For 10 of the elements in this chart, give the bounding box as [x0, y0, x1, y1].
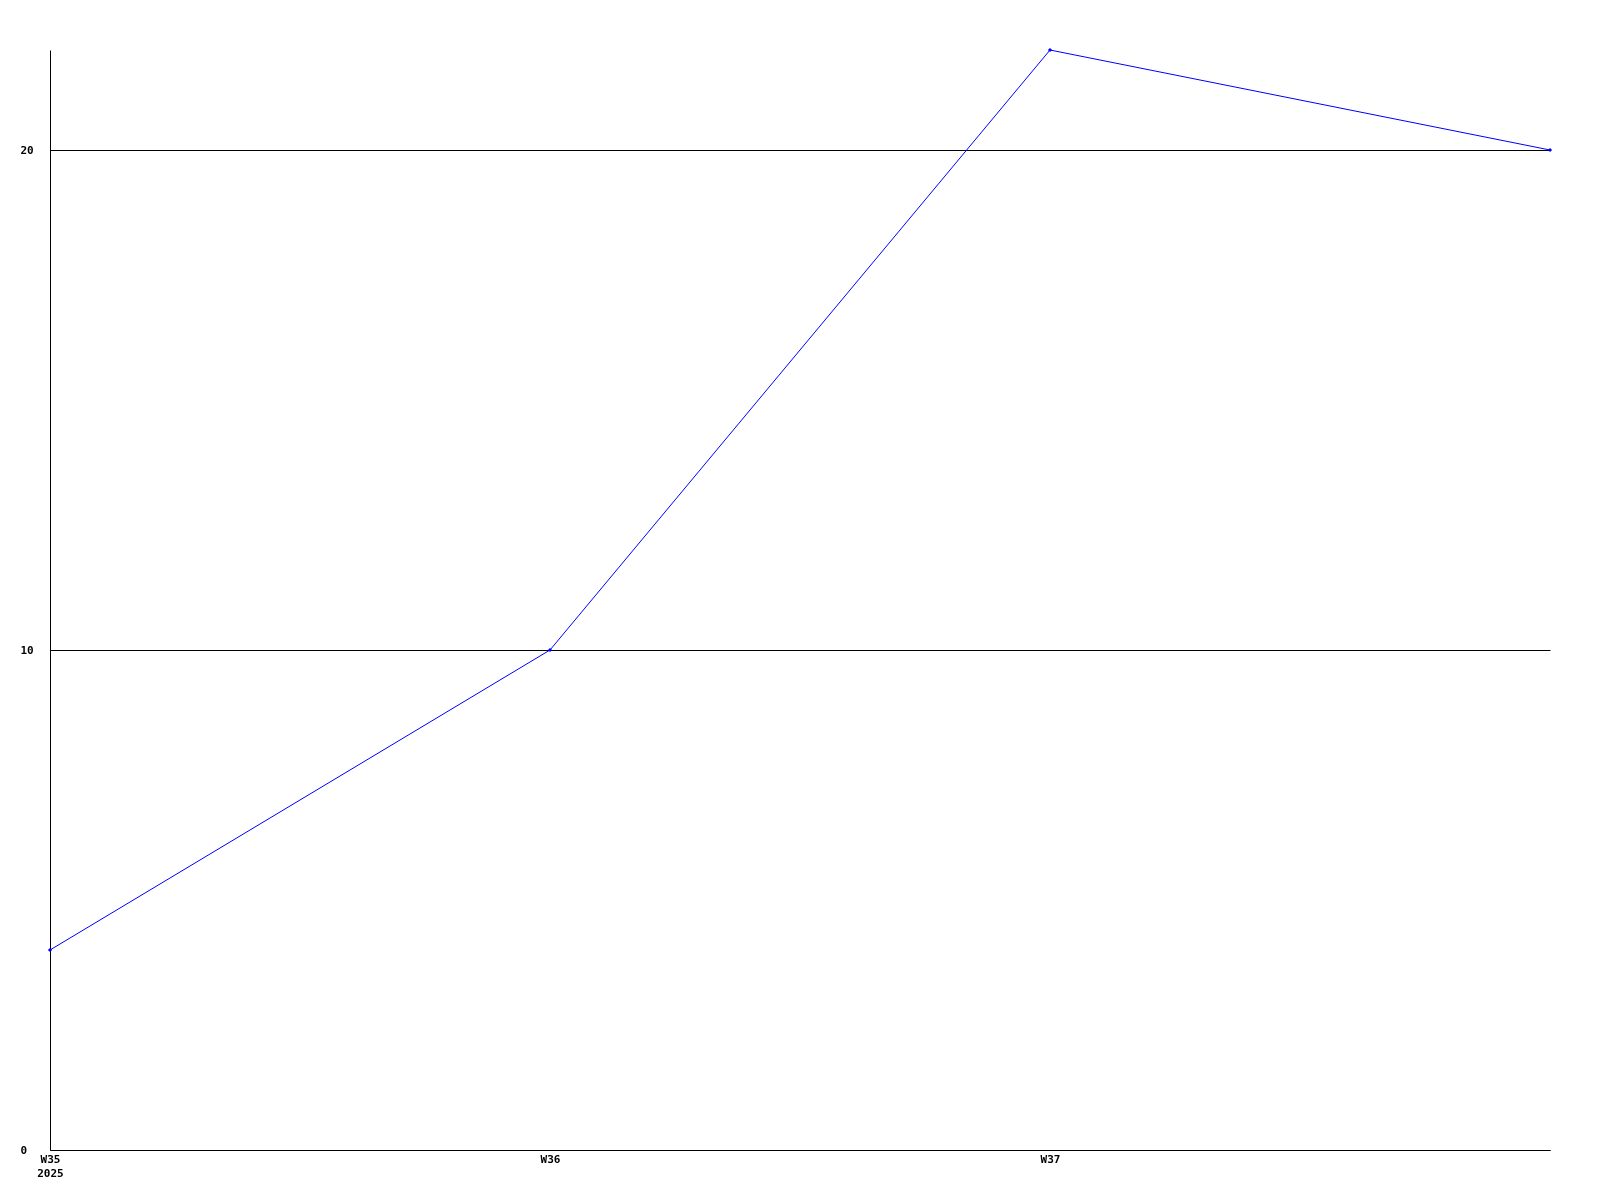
point — [47, 947, 53, 953]
y-tick-label: 20 — [20, 143, 34, 157]
x-tick-label: W36 — [540, 1152, 561, 1166]
point — [547, 647, 553, 653]
point — [1547, 147, 1553, 153]
y-tick-label: 10 — [20, 643, 34, 657]
x-tick-label: W35 2025 — [37, 1152, 64, 1180]
y-tick-label: 0 — [20, 1143, 28, 1157]
point — [1047, 47, 1053, 53]
x-tick-label: W37 — [1040, 1152, 1061, 1166]
